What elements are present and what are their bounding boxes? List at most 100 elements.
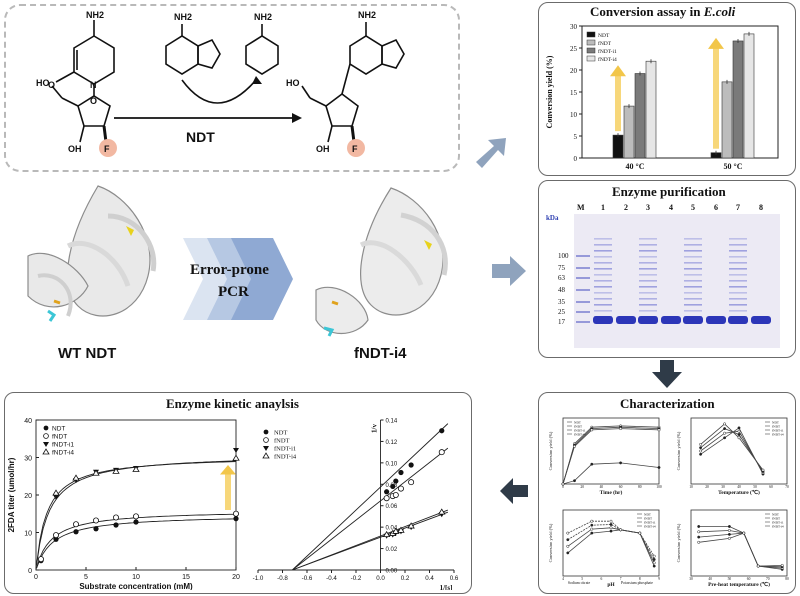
y-tick-label: 0 <box>574 155 578 163</box>
x-tick-label: -0.2 <box>351 575 362 582</box>
protein-band <box>684 268 702 270</box>
fit-curve <box>36 460 237 566</box>
y-tick-label: 0.14 <box>386 419 398 425</box>
mini-plot-point <box>590 462 594 466</box>
y-tick-label: 0.02 <box>386 547 398 553</box>
protein-band <box>639 250 657 252</box>
lane-label: 1 <box>601 203 605 212</box>
gel-background <box>574 214 780 348</box>
legend-label: NDT <box>598 33 610 39</box>
mini-plot-point <box>652 558 656 561</box>
mini-plot-xtick: 40 <box>600 485 604 489</box>
protein-band <box>729 274 747 276</box>
conversion-assay-title: Conversion assay in E.coli <box>590 4 736 19</box>
mini-plot-point <box>619 427 623 431</box>
kinetics-title: Enzyme kinetic anaylsis <box>166 396 299 411</box>
mini-plot-xtick: 4 <box>562 577 564 581</box>
y-tick-label: 5 <box>574 133 578 141</box>
fndt-i4-label: fNDT-i4 <box>354 345 407 362</box>
data-point <box>398 469 404 476</box>
protein-band <box>594 268 612 270</box>
mini-plot-point <box>609 523 613 526</box>
data-point <box>232 454 240 461</box>
mini-plot-point <box>737 429 741 433</box>
protein-band <box>594 292 612 294</box>
mini-legend-label: fNDT-i4 <box>574 432 586 436</box>
flow-arrow-2 <box>492 256 526 286</box>
legend-swatch <box>586 47 596 54</box>
x-tick-label: 0.0 <box>376 575 385 582</box>
mini-plot-point <box>756 564 760 568</box>
mini-plot-point <box>697 530 701 534</box>
mini-plot-xtick: 60 <box>747 577 751 581</box>
target-band <box>661 316 681 324</box>
data-point <box>390 483 396 490</box>
mini-plot-xtick: 40 <box>708 577 712 581</box>
mini-plot-point <box>723 436 727 440</box>
marker-lane-label: M <box>577 203 585 212</box>
exchange-arrow <box>181 79 257 104</box>
svg-text:O: O <box>90 96 97 106</box>
michaelis-menten-chart: 0 10 20 30 40 0 5 10 15 20 Substrate concentration… <box>7 418 240 590</box>
y-tick-label: 0.10 <box>386 461 398 467</box>
data-point <box>439 428 445 434</box>
mini-plot-xtick: 10 <box>689 485 693 489</box>
mini-plot-point <box>652 554 656 558</box>
y-tick-label: 0.04 <box>386 526 398 532</box>
y-axis-label: Conversion yield (%) <box>545 55 554 128</box>
mini-plot-xtick: 50 <box>753 485 757 489</box>
protein-band <box>729 292 747 294</box>
data-point <box>408 479 415 486</box>
data-point <box>92 469 100 476</box>
mini-legend-label: fNDT <box>772 424 781 428</box>
mini-plot-point <box>699 446 703 450</box>
flow-arrow-3 <box>652 360 682 388</box>
mini-legend-label: fNDT-i4 <box>772 524 784 528</box>
process-label-line1: Error-prone <box>190 262 269 278</box>
lane-label: 6 <box>714 203 718 212</box>
protein-band <box>684 250 702 252</box>
protein-band <box>594 286 612 288</box>
mini-plot-xtick: 30 <box>721 485 725 489</box>
mini-plot-point <box>727 529 731 532</box>
mini-plot-xtick: 40 <box>737 485 741 489</box>
improvement-arrow <box>615 75 621 132</box>
mini-plot-point <box>652 561 656 565</box>
marker-band <box>576 267 590 269</box>
mini-plot-xtick: 100 <box>656 485 662 489</box>
mini-plot-point <box>697 540 701 544</box>
improvement-arrowhead <box>220 465 236 475</box>
mini-plot-point <box>590 523 594 527</box>
data-point <box>438 508 446 515</box>
mini-plot-point <box>609 529 613 533</box>
protein-band <box>639 292 657 294</box>
mini-plot-point <box>657 466 661 469</box>
data-point <box>52 489 60 496</box>
protein-band <box>684 298 702 300</box>
lane-label: 8 <box>759 203 763 212</box>
legend-label: fNDT-i1 <box>598 48 617 55</box>
legend-label: fNDT-i4 <box>52 450 74 457</box>
marker-band <box>576 289 590 291</box>
y-tick-label: 20 <box>570 67 578 75</box>
protein-band <box>594 298 612 300</box>
marker-band <box>576 277 590 279</box>
data-point <box>53 536 59 542</box>
protein-band <box>729 280 747 282</box>
target-band <box>683 316 703 324</box>
y-tick-label: 10 <box>24 531 32 538</box>
lane-label: 4 <box>669 203 673 212</box>
lane-label: 2 <box>624 203 628 212</box>
protein-band <box>684 244 702 246</box>
data-point <box>132 465 140 472</box>
mini-plot-series <box>700 423 764 471</box>
x-tick-label: 10 <box>132 574 140 581</box>
mini-plot-xlabel: Time (hr) <box>600 489 623 496</box>
protein-band <box>684 310 702 312</box>
mw-label: 17 <box>558 318 566 326</box>
mini-plot-xtick: 20 <box>580 485 584 489</box>
characterization-title: Characterization <box>620 396 715 411</box>
mini-plot-xtick: 60 <box>769 485 773 489</box>
mw-label: 75 <box>558 264 566 272</box>
